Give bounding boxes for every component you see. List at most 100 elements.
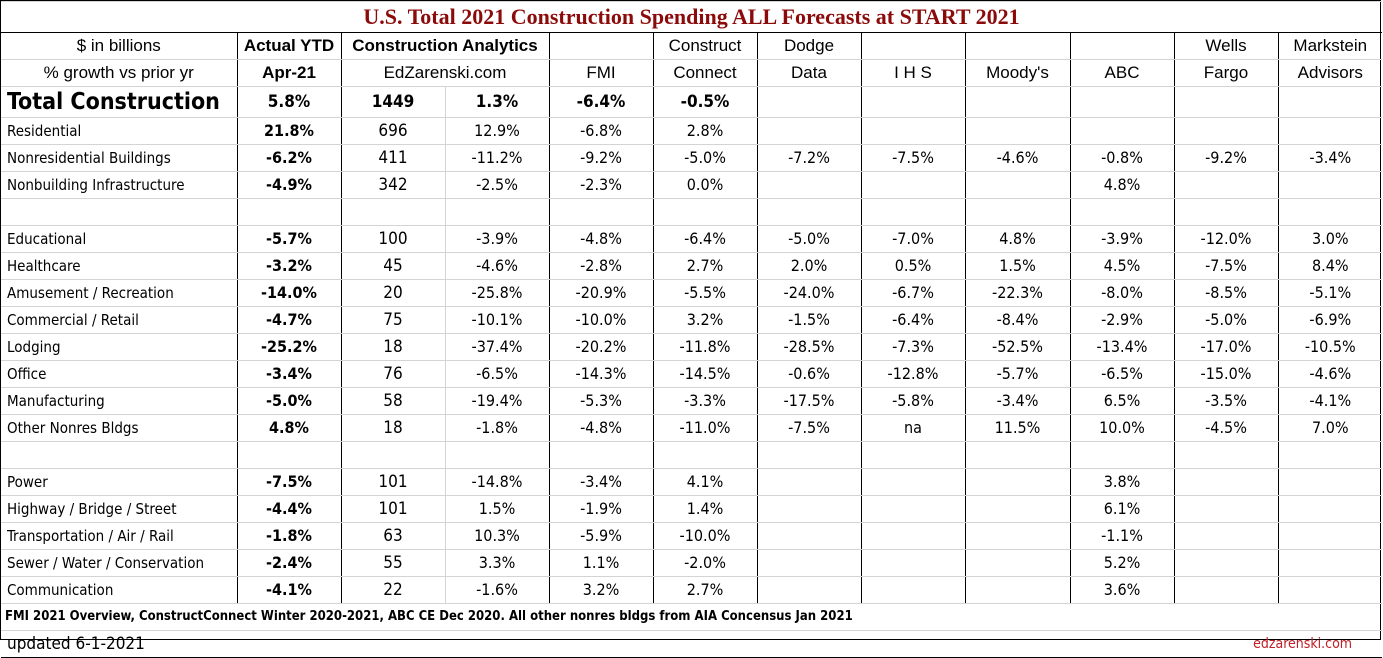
cell-fmi: -2.3% — [548, 171, 653, 199]
header-wells: Wells — [1173, 32, 1278, 60]
cell-dodge — [756, 468, 861, 496]
cell-abc: -3.9% — [1069, 225, 1174, 253]
cell-wells — [1173, 549, 1278, 577]
cell-abc: 4.8% — [1069, 171, 1174, 199]
title-row: U.S. Total 2021 Construction Spending AL… — [1, 1, 1383, 33]
cell-fmi — [548, 441, 653, 469]
cell-moodys: 4.8% — [964, 225, 1070, 253]
cell-label: Transportation / Air / Rail — [1, 522, 237, 550]
cell-ca-pct: -11.2% — [444, 144, 549, 172]
header-edzarenski: EdZarenski.com — [340, 59, 549, 87]
cell-moodys: 1.5% — [964, 252, 1070, 280]
table-row: Healthcare -3.2% 45 -4.6% -2.8% 2.7% 2.0% 0.5% 1… — [1, 252, 1383, 280]
cell-label: Manufacturing — [1, 387, 237, 415]
cell-wells: -5.0% — [1173, 306, 1278, 334]
cell-ihs: -7.5% — [860, 144, 965, 172]
cell-label: Other Nonres Bldgs — [1, 414, 237, 442]
cell-fmi: -5.9% — [548, 522, 653, 550]
table-row: Transportation / Air / Rail -1.8% 63 10.3% -… — [1, 522, 1383, 550]
cell-ihs: 0.5% — [860, 252, 965, 280]
cell-dodge: 2.0% — [756, 252, 861, 280]
cell-wells: -12.0% — [1173, 225, 1278, 253]
cell-markstein: 7.0% — [1277, 414, 1383, 442]
cell-fmi: -9.2% — [548, 144, 653, 172]
cell-markstein — [1277, 86, 1383, 118]
cell-fmi: -6.4% — [548, 86, 653, 118]
cell-label: Nonbuilding Infrastructure — [1, 171, 237, 199]
cell-dodge: -17.5% — [756, 387, 861, 415]
cell-moodys — [964, 522, 1070, 550]
cell-moodys: -8.4% — [964, 306, 1070, 334]
cell-wells — [1173, 522, 1278, 550]
header-data: Data — [756, 59, 861, 87]
cell-ca-pct — [444, 198, 549, 226]
cell-ytd: -7.5% — [236, 468, 341, 496]
cell-fmi: -6.8% — [548, 117, 653, 145]
cell-markstein — [1277, 441, 1383, 469]
cell-moodys — [964, 117, 1070, 145]
cell-label: Nonresidential Buildings — [1, 144, 237, 172]
cell-dodge — [756, 171, 861, 199]
cell-markstein: -6.9% — [1277, 306, 1383, 334]
header-fargo: Fargo — [1173, 59, 1278, 87]
updated-row: updated 6-1-2021 edzarenski.com — [1, 630, 1383, 658]
cell-ihs: -6.7% — [860, 279, 965, 307]
cell-ca-pct: -6.5% — [444, 360, 549, 388]
table-row: Sewer / Water / Conservation -2.4% 55 3.3% 1… — [1, 549, 1383, 577]
table-row: Amusement / Recreation -14.0% 20 -25.8% -20.… — [1, 279, 1383, 307]
cell-moodys — [964, 468, 1070, 496]
cell-ytd — [236, 441, 341, 469]
cell-fmi: -4.8% — [548, 414, 653, 442]
cell-ihs: -7.0% — [860, 225, 965, 253]
cell-dodge — [756, 86, 861, 118]
cell-ca-pct: -19.4% — [444, 387, 549, 415]
cell-ytd: -3.2% — [236, 252, 341, 280]
cell-label: Healthcare — [1, 252, 237, 280]
cell-wells: -8.5% — [1173, 279, 1278, 307]
cell-fmi: -3.4% — [548, 468, 653, 496]
cell-ihs: -5.8% — [860, 387, 965, 415]
cell-wells — [1173, 495, 1278, 523]
cell-ca-bil: 101 — [340, 468, 445, 496]
cell-label: Commercial / Retail — [1, 306, 237, 334]
cell-ytd: -25.2% — [236, 333, 341, 361]
header-abc-top — [1069, 32, 1174, 60]
cell-ca-pct: -10.1% — [444, 306, 549, 334]
cell-ca-pct: -14.8% — [444, 468, 549, 496]
cell-ytd: -6.2% — [236, 144, 341, 172]
header-dodge: Dodge — [756, 32, 861, 60]
cell-fmi — [548, 198, 653, 226]
site-link[interactable]: edzarenski.com — [757, 630, 1383, 658]
cell-cc: -5.0% — [652, 144, 757, 172]
cell-abc: -1.1% — [1069, 522, 1174, 550]
table-row: Educational -5.7% 100 -3.9% -4.8% -6.4% -5.0% -… — [1, 225, 1383, 253]
cell-ytd: 21.8% — [236, 117, 341, 145]
cell-label: Amusement / Recreation — [1, 279, 237, 307]
header-ihs: I H S — [860, 59, 965, 87]
cell-fmi: -2.8% — [548, 252, 653, 280]
cell-markstein: 3.0% — [1277, 225, 1383, 253]
table-row: Residential 21.8% 696 12.9% -6.8% 2.8% — [1, 117, 1383, 145]
cell-ca-pct: 12.9% — [444, 117, 549, 145]
cell-dodge: -7.2% — [756, 144, 861, 172]
cell-markstein — [1277, 495, 1383, 523]
header-construction-analytics: Construction Analytics — [340, 32, 549, 60]
cell-ytd: -1.8% — [236, 522, 341, 550]
cell-ca-bil: 101 — [340, 495, 445, 523]
cell-fmi: -5.3% — [548, 387, 653, 415]
cell-cc — [652, 441, 757, 469]
cell-moodys — [964, 576, 1070, 604]
cell-wells: -3.5% — [1173, 387, 1278, 415]
cell-label — [1, 198, 237, 226]
footnote-row: FMI 2021 Overview, ConstructConnect Wint… — [1, 603, 1383, 631]
cell-moodys — [964, 86, 1070, 118]
cell-ca-bil: 18 — [340, 333, 445, 361]
cell-ytd: -14.0% — [236, 279, 341, 307]
cell-markstein: -4.1% — [1277, 387, 1383, 415]
cell-abc: 3.8% — [1069, 468, 1174, 496]
cell-label: Residential — [1, 117, 237, 145]
cell-fmi: 1.1% — [548, 549, 653, 577]
cell-label: Office — [1, 360, 237, 388]
